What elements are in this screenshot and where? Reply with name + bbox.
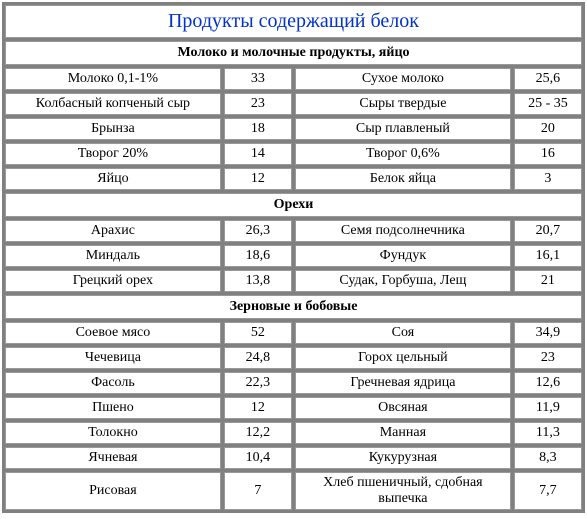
product-name: Сухое молоко (295, 68, 511, 90)
product-name: Миндаль (5, 245, 221, 267)
product-value: 12 (224, 397, 292, 419)
product-name: Творог 20% (5, 143, 221, 165)
product-name: Манная (295, 422, 511, 444)
product-value: 20 (514, 118, 582, 140)
product-name: Яйцо (5, 168, 221, 190)
product-name: Соя (295, 322, 511, 344)
product-value: 18 (224, 118, 292, 140)
product-value: 23 (224, 93, 292, 115)
product-value: 33 (224, 68, 292, 90)
product-name: Рисовая (5, 472, 221, 510)
product-value: 14 (224, 143, 292, 165)
section-header: Зерновые и бобовые (5, 295, 582, 319)
table-row: Миндаль18,6Фундук16,1 (5, 245, 582, 267)
product-value: 8,3 (514, 447, 582, 469)
product-value: 34,9 (514, 322, 582, 344)
product-name: Судак, Горбуша, Лещ (295, 270, 511, 292)
product-value: 12 (224, 168, 292, 190)
product-name: Чечевица (5, 347, 221, 369)
product-name: Гречневая ядрица (295, 372, 511, 394)
table-row: Колбасный копченый сыр23Сыры твердые25 -… (5, 93, 582, 115)
table-row: Пшено12Овсяная11,9 (5, 397, 582, 419)
table-row: Грецкий орех13,8Судак, Горбуша, Лещ21 (5, 270, 582, 292)
product-value: 18,6 (224, 245, 292, 267)
protein-table: Продукты содержащий белок Молоко и молоч… (2, 2, 585, 513)
product-value: 7,7 (514, 472, 582, 510)
product-name: Арахис (5, 220, 221, 242)
table-row: Молоко 0,1-1%33Сухое молоко25,6 (5, 68, 582, 90)
product-name: Семя подсолнечника (295, 220, 511, 242)
product-value: 11,3 (514, 422, 582, 444)
product-value: 12,6 (514, 372, 582, 394)
product-name: Пшено (5, 397, 221, 419)
table-row: Творог 20%14Творог 0,6%16 (5, 143, 582, 165)
product-value: 25,6 (514, 68, 582, 90)
table-row: Фасоль22,3Гречневая ядрица12,6 (5, 372, 582, 394)
product-name: Брынза (5, 118, 221, 140)
section-header: Орехи (5, 193, 582, 217)
table-title: Продукты содержащий белок (5, 5, 582, 38)
product-name: Творог 0,6% (295, 143, 511, 165)
product-name: Хлеб пшеничный, сдобная выпечка (295, 472, 511, 510)
table-row: Брынза18Сыр плавленый20 (5, 118, 582, 140)
product-name: Соевое мясо (5, 322, 221, 344)
product-value: 22,3 (224, 372, 292, 394)
section-header: Молоко и молочные продукты, яйцо (5, 41, 582, 65)
product-value: 3 (514, 168, 582, 190)
table-row: Рисовая7Хлеб пшеничный, сдобная выпечка7… (5, 472, 582, 510)
product-value: 13,8 (224, 270, 292, 292)
product-name: Кукурузная (295, 447, 511, 469)
product-name: Горох цельный (295, 347, 511, 369)
product-value: 7 (224, 472, 292, 510)
table-row: Соевое мясо52Соя34,9 (5, 322, 582, 344)
table-row: Ячневая10,4Кукурузная8,3 (5, 447, 582, 469)
table-row: Арахис26,3Семя подсолнечника20,7 (5, 220, 582, 242)
product-value: 25 - 35 (514, 93, 582, 115)
product-value: 26,3 (224, 220, 292, 242)
product-name: Колбасный копченый сыр (5, 93, 221, 115)
product-name: Сыр плавленый (295, 118, 511, 140)
product-value: 11,9 (514, 397, 582, 419)
table-row: Толокно12,2Манная11,3 (5, 422, 582, 444)
product-value: 10,4 (224, 447, 292, 469)
product-value: 16,1 (514, 245, 582, 267)
product-value: 23 (514, 347, 582, 369)
product-name: Фасоль (5, 372, 221, 394)
product-name: Овсяная (295, 397, 511, 419)
product-value: 20,7 (514, 220, 582, 242)
table-row: Яйцо12Белок яйца3 (5, 168, 582, 190)
product-value: 12,2 (224, 422, 292, 444)
product-name: Сыры твердые (295, 93, 511, 115)
table-row: Чечевица24,8Горох цельный23 (5, 347, 582, 369)
product-value: 16 (514, 143, 582, 165)
product-name: Грецкий орех (5, 270, 221, 292)
product-value: 24,8 (224, 347, 292, 369)
product-name: Белок яйца (295, 168, 511, 190)
product-value: 21 (514, 270, 582, 292)
product-name: Толокно (5, 422, 221, 444)
product-name: Ячневая (5, 447, 221, 469)
product-name: Молоко 0,1-1% (5, 68, 221, 90)
product-name: Фундук (295, 245, 511, 267)
product-value: 52 (224, 322, 292, 344)
